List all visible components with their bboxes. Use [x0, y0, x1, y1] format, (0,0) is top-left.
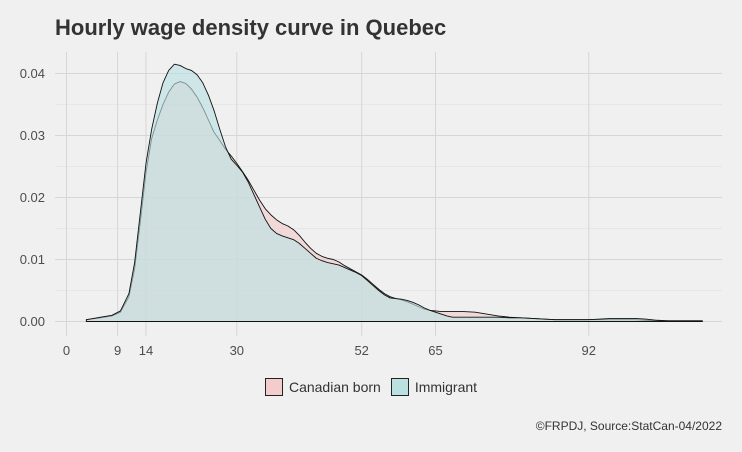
- chart-title: Hourly wage density curve in Quebec: [55, 15, 447, 40]
- axis-tick-labels: 0.00 0.01 0.02 0.03 0.04 0 9 14 30 52 65 92: [20, 66, 596, 358]
- source-caption: ©FRPDJ, Source:StatCan-04/2022: [535, 419, 722, 433]
- legend-key-canadian-born: [264, 378, 283, 396]
- legend-item-immigrant: Immigrant: [390, 378, 478, 396]
- y-tick-label: 0.00: [20, 314, 45, 329]
- y-tick-label: 0.01: [20, 252, 45, 267]
- y-tick-label: 0.02: [20, 190, 45, 205]
- x-tick-label: 9: [114, 343, 121, 358]
- density-areas: [85, 63, 703, 322]
- x-tick-label: 30: [230, 343, 244, 358]
- x-tick-label: 52: [354, 343, 368, 358]
- y-tick-label: 0.04: [20, 66, 45, 81]
- x-tick-label: 0: [63, 343, 70, 358]
- legend-item-canadian-born: Canadian born: [264, 378, 381, 396]
- x-tick-label: 92: [582, 343, 596, 358]
- legend: Canadian born Immigrant: [0, 378, 742, 396]
- y-tick-label: 0.03: [20, 128, 45, 143]
- legend-label-canadian-born: Canadian born: [288, 379, 381, 395]
- legend-key-immigrant: [390, 378, 409, 396]
- x-tick-label: 65: [428, 343, 442, 358]
- density-area-immigrant: [85, 63, 703, 322]
- x-tick-label: 14: [139, 343, 153, 358]
- legend-label-immigrant: Immigrant: [414, 379, 478, 395]
